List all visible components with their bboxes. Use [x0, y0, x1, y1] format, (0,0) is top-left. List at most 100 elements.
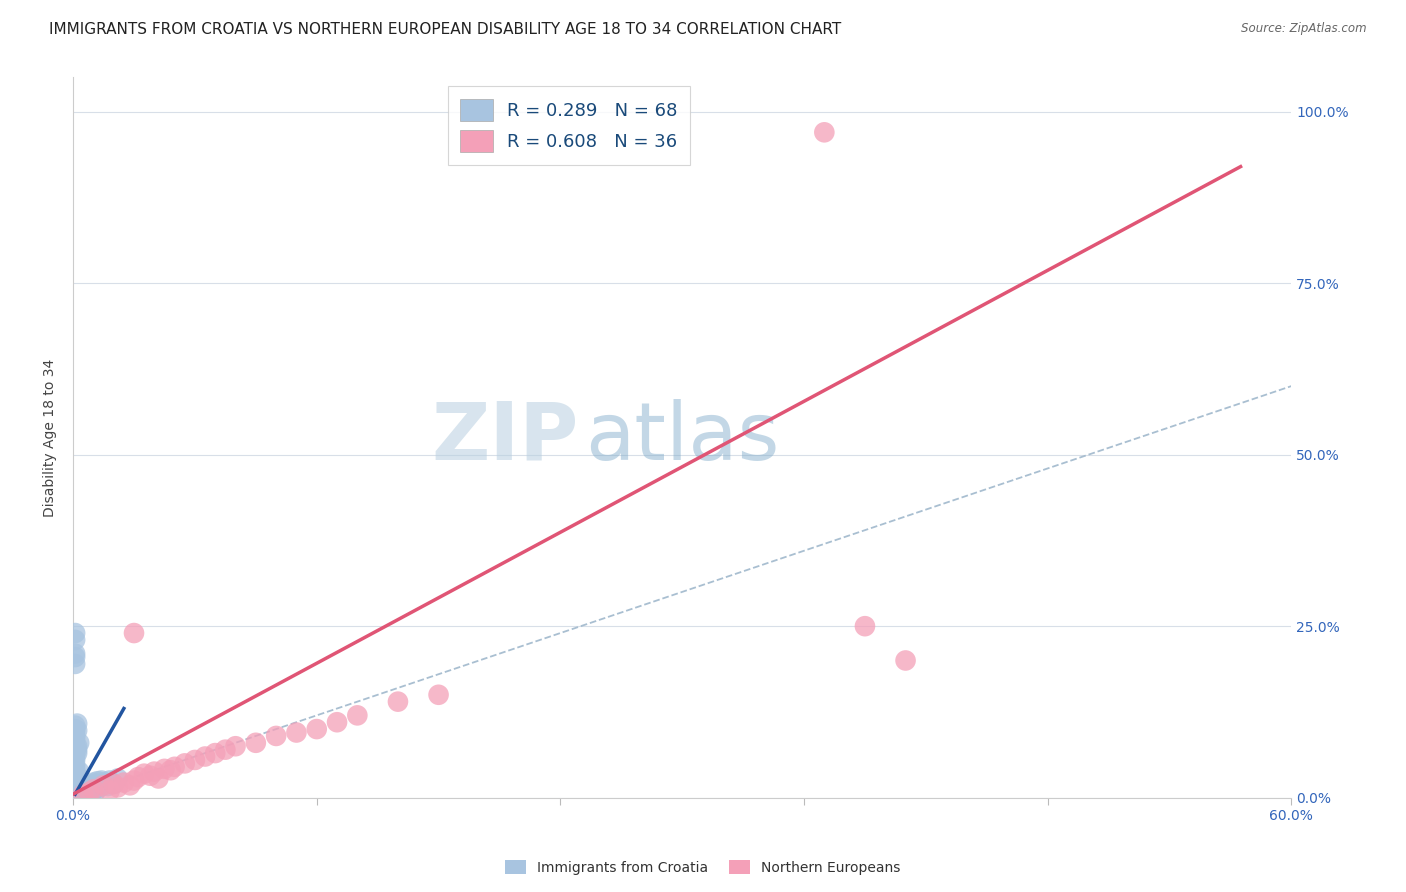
Point — [326, 715, 349, 730]
Point — [72, 784, 94, 798]
Point — [107, 780, 129, 795]
Point — [173, 756, 195, 771]
Point — [134, 766, 156, 780]
Point — [72, 789, 94, 804]
Point — [66, 739, 89, 754]
Point — [225, 739, 247, 754]
Point — [89, 780, 111, 795]
Point — [66, 746, 89, 760]
Point — [66, 789, 89, 803]
Point — [63, 782, 86, 797]
Point — [63, 657, 86, 671]
Point — [63, 626, 86, 640]
Point — [853, 619, 876, 633]
Point — [127, 770, 149, 784]
Point — [107, 772, 129, 786]
Point — [67, 736, 90, 750]
Point — [93, 778, 115, 792]
Point — [93, 775, 115, 789]
Point — [89, 778, 111, 792]
Point — [204, 746, 226, 760]
Point — [66, 775, 89, 789]
Point — [122, 626, 145, 640]
Point — [70, 789, 93, 804]
Point — [70, 778, 93, 792]
Point — [63, 749, 86, 764]
Point — [112, 775, 135, 789]
Point — [264, 729, 287, 743]
Point — [346, 708, 368, 723]
Point — [159, 763, 181, 777]
Point — [63, 725, 86, 739]
Point — [67, 780, 90, 795]
Legend: Immigrants from Croatia, Northern Europeans: Immigrants from Croatia, Northern Europe… — [501, 855, 905, 880]
Point — [63, 789, 86, 804]
Point — [84, 784, 107, 798]
Point — [427, 688, 450, 702]
Point — [67, 785, 90, 799]
Point — [98, 784, 121, 798]
Point — [72, 787, 94, 801]
Point — [194, 749, 217, 764]
Y-axis label: Disability Age 18 to 34: Disability Age 18 to 34 — [44, 359, 58, 516]
Point — [63, 650, 86, 665]
Point — [118, 778, 141, 792]
Point — [76, 785, 98, 799]
Point — [148, 772, 170, 786]
Point — [79, 780, 101, 795]
Point — [66, 769, 89, 783]
Point — [63, 757, 86, 772]
Point — [387, 695, 409, 709]
Point — [63, 785, 86, 799]
Point — [103, 777, 125, 791]
Point — [82, 775, 104, 789]
Point — [75, 787, 97, 801]
Point — [214, 742, 236, 756]
Point — [66, 778, 89, 792]
Point — [285, 725, 308, 739]
Point — [894, 653, 917, 667]
Point — [67, 764, 90, 779]
Point — [63, 772, 86, 786]
Point — [245, 736, 267, 750]
Point — [63, 647, 86, 661]
Point — [67, 786, 90, 800]
Point — [80, 778, 103, 792]
Point — [79, 785, 101, 799]
Text: Source: ZipAtlas.com: Source: ZipAtlas.com — [1241, 22, 1367, 36]
Point — [813, 125, 835, 139]
Point — [184, 753, 207, 767]
Legend: R = 0.289   N = 68, R = 0.608   N = 36: R = 0.289 N = 68, R = 0.608 N = 36 — [447, 87, 690, 165]
Point — [63, 788, 86, 802]
Point — [66, 789, 89, 804]
Point — [98, 773, 121, 788]
Text: IMMIGRANTS FROM CROATIA VS NORTHERN EUROPEAN DISABILITY AGE 18 TO 34 CORRELATION: IMMIGRANTS FROM CROATIA VS NORTHERN EURO… — [49, 22, 841, 37]
Point — [75, 782, 97, 797]
Point — [305, 722, 328, 736]
Point — [66, 723, 89, 738]
Point — [76, 780, 98, 794]
Text: atlas: atlas — [585, 399, 779, 476]
Point — [67, 789, 90, 803]
Point — [80, 786, 103, 800]
Point — [63, 729, 86, 743]
Point — [63, 719, 86, 733]
Point — [103, 777, 125, 791]
Point — [80, 787, 103, 801]
Point — [70, 788, 93, 802]
Point — [63, 787, 86, 801]
Point — [86, 774, 108, 789]
Point — [82, 782, 104, 797]
Point — [97, 779, 120, 793]
Point — [76, 784, 98, 798]
Point — [79, 782, 101, 797]
Point — [66, 784, 89, 798]
Point — [63, 632, 86, 647]
Point — [63, 732, 86, 747]
Point — [84, 777, 107, 791]
Point — [63, 722, 86, 736]
Point — [79, 786, 101, 800]
Point — [143, 764, 166, 779]
Point — [72, 783, 94, 797]
Point — [63, 762, 86, 776]
